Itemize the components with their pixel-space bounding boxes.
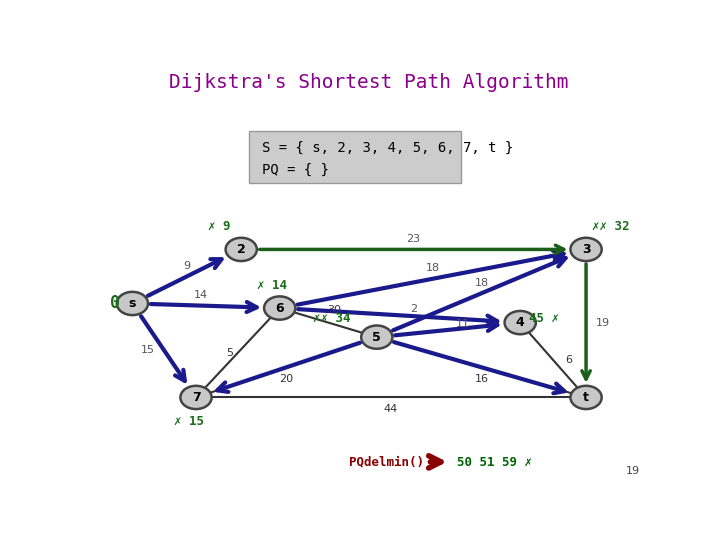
Text: 23: 23 xyxy=(407,234,420,244)
Text: 45 ✗: 45 ✗ xyxy=(528,312,559,325)
Circle shape xyxy=(117,292,148,315)
Text: Dijkstra's Shortest Path Algorithm: Dijkstra's Shortest Path Algorithm xyxy=(169,73,569,92)
Text: 3: 3 xyxy=(582,243,590,256)
Text: 50 51 59 ✗: 50 51 59 ✗ xyxy=(457,455,532,468)
Text: 5: 5 xyxy=(226,348,233,357)
Text: ✗ 15: ✗ 15 xyxy=(174,415,204,428)
Circle shape xyxy=(181,386,212,409)
Text: ✗✗ 34: ✗✗ 34 xyxy=(312,312,350,325)
Text: PQdelmin(): PQdelmin() xyxy=(349,455,425,468)
Text: t: t xyxy=(583,391,589,404)
Text: 11: 11 xyxy=(456,319,469,329)
Text: 16: 16 xyxy=(474,374,488,384)
Text: 2: 2 xyxy=(410,304,418,314)
Text: 19: 19 xyxy=(595,319,610,328)
FancyBboxPatch shape xyxy=(249,131,461,183)
Text: 0: 0 xyxy=(110,294,120,313)
Text: ✗✗ 32: ✗✗ 32 xyxy=(592,220,629,233)
Circle shape xyxy=(505,311,536,334)
Circle shape xyxy=(225,238,257,261)
Text: ✗ 14: ✗ 14 xyxy=(258,279,287,292)
Text: ✗ 9: ✗ 9 xyxy=(208,220,230,233)
Text: 44: 44 xyxy=(384,404,398,414)
Text: 19: 19 xyxy=(626,467,639,476)
Text: 6: 6 xyxy=(565,355,572,365)
Text: s: s xyxy=(129,297,136,310)
Text: 18: 18 xyxy=(474,278,488,288)
Text: 15: 15 xyxy=(140,346,155,355)
Circle shape xyxy=(264,296,295,320)
Circle shape xyxy=(570,238,602,261)
Text: S = { s, 2, 3, 4, 5, 6, 7, t }
PQ = { }: S = { s, 2, 3, 4, 5, 6, 7, t } PQ = { } xyxy=(262,141,513,177)
Text: 14: 14 xyxy=(194,291,207,300)
Text: 6: 6 xyxy=(276,301,284,314)
Text: 9: 9 xyxy=(184,261,190,271)
Circle shape xyxy=(570,386,602,409)
Text: 30: 30 xyxy=(327,305,341,315)
Text: 18: 18 xyxy=(426,264,440,273)
Text: 4: 4 xyxy=(516,316,525,329)
FancyArrowPatch shape xyxy=(428,456,441,468)
Text: 5: 5 xyxy=(372,330,381,343)
Text: 2: 2 xyxy=(237,243,246,256)
Text: 20: 20 xyxy=(279,374,294,384)
Circle shape xyxy=(361,326,392,349)
Text: 7: 7 xyxy=(192,391,200,404)
